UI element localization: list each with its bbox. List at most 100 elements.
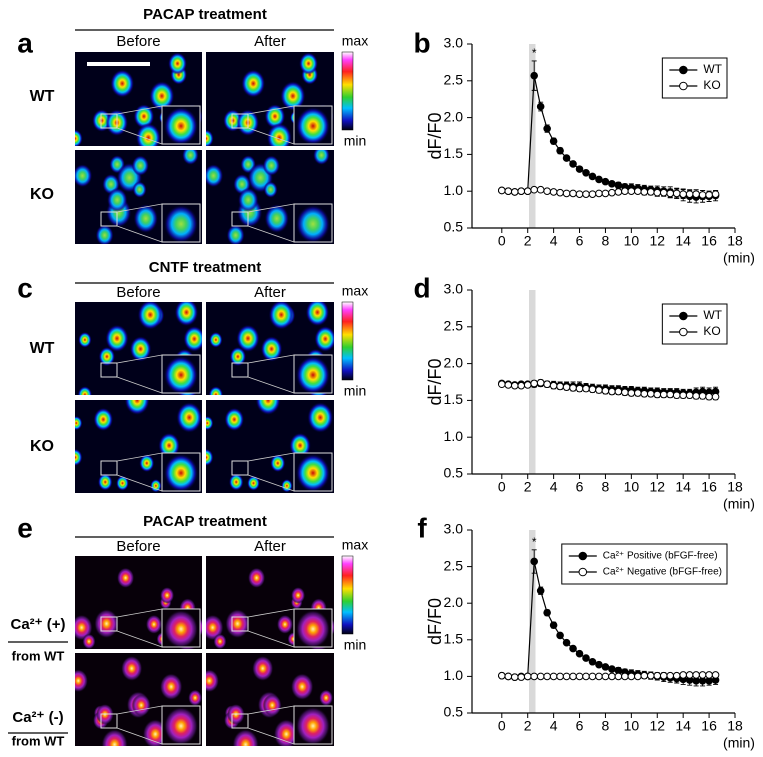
zoom-line [116,376,163,394]
cell [262,694,282,717]
x-tick-label: 18 [727,233,743,249]
x-tick-label: 6 [576,718,584,734]
inset-box [161,354,201,394]
x-axis-label: (min) [723,735,755,751]
data-point [569,672,577,681]
data-point [582,654,590,662]
zoom-line [116,203,163,213]
data-point [543,187,551,195]
inset-box [293,105,333,145]
y-axis-label: dF/F0 [425,112,445,159]
colorbar [341,301,354,381]
column-label: Before [116,33,160,50]
data-point [679,190,687,198]
data-point [679,671,687,679]
cell [268,302,294,330]
micrograph [206,302,334,395]
colorbar-min: min [344,383,367,399]
inset-box [161,203,201,243]
data-point [711,392,720,401]
zoom-line [247,727,295,745]
data-point [517,381,526,390]
x-tick-label: 14 [675,233,691,249]
data-point [543,608,551,617]
data-point [562,638,571,647]
legend-marker [578,567,588,577]
cell [174,302,199,327]
cell [319,689,334,707]
cell [281,479,293,493]
data-point [530,185,538,194]
data-point [575,672,584,681]
legend-marker [679,311,688,321]
y-tick-label: 2.5 [444,318,464,334]
data-point [530,557,538,566]
cell [78,331,92,348]
data-point [569,644,577,653]
zoom-line [116,630,163,648]
data-point [556,631,564,640]
colorbar-max: max [342,537,368,553]
row-label: Ca²⁺ (-) [12,709,63,726]
data-point [556,672,564,681]
roi-box [100,616,118,632]
y-tick-label: 2.0 [444,108,464,124]
inset-box [293,705,333,745]
colorbar-max: max [342,283,368,299]
panel-title: PACAP treatment [143,6,267,23]
cell [260,336,283,362]
data-point [627,389,636,397]
cell [121,655,143,681]
data-point [672,189,681,198]
cell [176,402,202,433]
roi-box [100,713,118,729]
cell [206,129,214,146]
inset-blob [164,707,198,745]
row-sublabel: from WT [12,733,65,748]
inset-box [293,608,333,648]
data-point [672,671,681,680]
cell [168,52,187,75]
data-point [705,671,713,679]
cell [206,164,224,188]
data-point [640,188,649,196]
cell [77,386,93,395]
row-label: WT [30,88,55,105]
column-label: After [254,33,286,50]
micrograph [75,400,202,493]
cell [129,336,152,362]
x-tick-label: 16 [701,718,717,734]
x-axis-label: (min) [723,496,755,512]
x-tick-label: 8 [602,233,610,249]
micrograph [206,52,334,146]
data-point [614,188,623,196]
cell [291,587,306,604]
cell [209,331,223,348]
data-point [653,671,662,680]
data-point [575,649,584,658]
row-label: Ca²⁺ (+) [10,616,65,633]
roi-box [231,616,249,632]
y-tick-label: 2.5 [444,557,464,573]
data-point [634,672,642,681]
x-tick-label: 0 [498,718,506,734]
cell [124,400,150,416]
cell [75,448,83,466]
legend-box [661,57,728,99]
x-tick-label: 12 [649,233,665,249]
zoom-line [247,630,295,648]
zoom-line [116,608,163,618]
data-point [646,188,655,196]
data-point [536,378,545,387]
data-point [588,172,597,181]
row-label: KO [30,186,54,203]
cell [97,473,113,491]
data-point [569,160,577,168]
y-tick-label: 1.5 [444,145,464,161]
data-point [530,71,538,80]
inset-blob [296,356,330,394]
zoom-line [116,105,163,115]
inset-blob [164,454,198,492]
data-point [523,187,532,195]
